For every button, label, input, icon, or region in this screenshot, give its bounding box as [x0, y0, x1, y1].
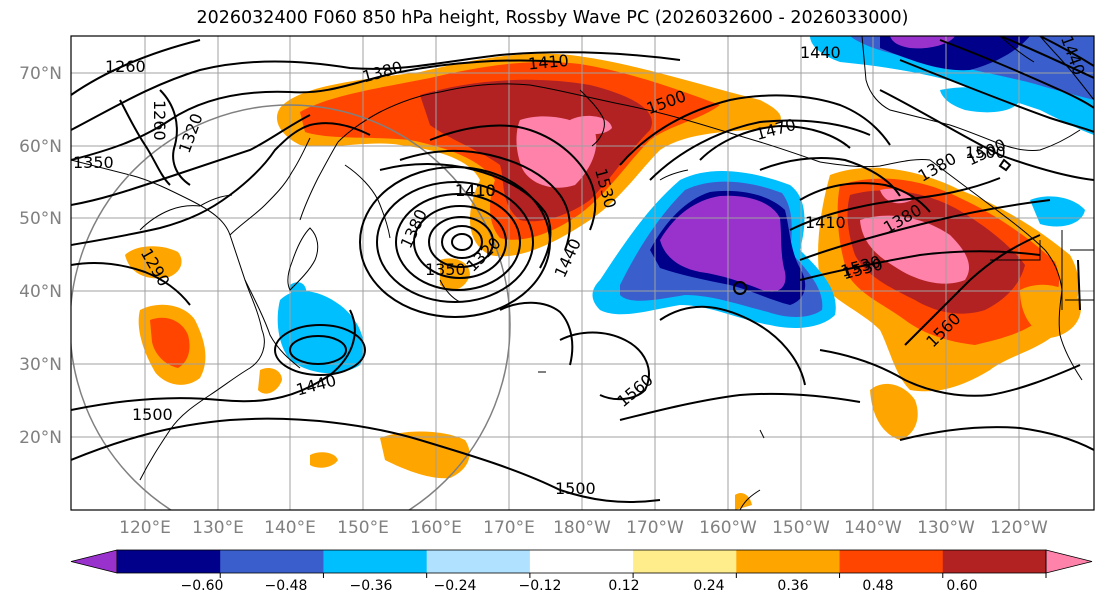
- lon-label: 160°W: [699, 518, 757, 538]
- lat-label: 60°N: [19, 137, 62, 157]
- colorbar-tick-label: −0.48: [265, 578, 308, 594]
- contour-label: 1560: [613, 370, 656, 411]
- contour-label: 1380: [915, 149, 960, 186]
- range-circle: [71, 104, 511, 510]
- lat-label: 50°N: [19, 209, 62, 229]
- coastlines: [71, 36, 1094, 510]
- contour-label: 1500: [132, 405, 173, 424]
- lat-label: 20°N: [19, 428, 62, 448]
- contour-label: 1410: [527, 51, 569, 73]
- contour-label: 1410: [455, 181, 496, 200]
- colorbar-swatch: [529, 550, 634, 573]
- contour-label: 1320: [175, 111, 207, 156]
- lon-label: 130°E: [192, 518, 244, 538]
- colorbar-tick-label: 0.12: [608, 578, 639, 594]
- lat-label: 30°N: [19, 355, 62, 375]
- contour-label: 1440: [800, 43, 841, 62]
- colorbar-swatch: [736, 550, 841, 573]
- negative-anomaly-shading: [277, 36, 1094, 374]
- contour-label: 1440: [550, 236, 584, 281]
- colorbar-tick-label: 0.24: [693, 578, 724, 594]
- contour-label: 1380: [397, 206, 431, 251]
- colorbar-tick-label: 0.60: [946, 578, 977, 594]
- colorbar-tick-label: −0.60: [181, 578, 224, 594]
- colorbar-swatch: [323, 550, 428, 573]
- contour-label: 1350: [73, 153, 114, 172]
- contour-label: 1260: [105, 57, 146, 76]
- contour-label: 1410: [455, 181, 496, 200]
- colorbar-swatch: [839, 550, 944, 573]
- colorbar-swatch: [70, 549, 118, 574]
- lon-label: 130°W: [917, 518, 975, 538]
- colorbar-swatch: [942, 550, 1047, 573]
- lat-label: 40°N: [19, 282, 62, 302]
- contour-label: 1350: [425, 260, 466, 279]
- colorbar-swatch: [117, 550, 221, 573]
- colorbar-swatch: [426, 550, 531, 573]
- contour-label: 1410: [455, 181, 496, 200]
- colorbar-tick-label: −0.36: [350, 578, 393, 594]
- colorbar-swatch: [1045, 549, 1093, 574]
- lon-label: 120°E: [119, 518, 171, 538]
- contour-label: 1500: [965, 143, 1006, 162]
- lon-label: 120°W: [990, 518, 1048, 538]
- longitude-axis: 120°E 130°E 140°E 150°E 160°E 170°E 180°…: [119, 518, 1048, 538]
- contour-label: 1440: [294, 371, 338, 400]
- colorbar-labels: −0.60 −0.48 −0.36 −0.24 −0.12 0.12 0.24 …: [181, 578, 978, 594]
- lon-label: 180°W: [553, 518, 611, 538]
- lon-label: 150°W: [772, 518, 830, 538]
- colorbar-frame: [116, 549, 1047, 574]
- lon-label: 150°E: [337, 518, 389, 538]
- lon-label: 140°W: [844, 518, 902, 538]
- lon-label: 170°E: [483, 518, 535, 538]
- lon-label: 170°W: [626, 518, 684, 538]
- colorbar-ticks: [219, 573, 1047, 578]
- lat-label: 70°N: [19, 64, 62, 84]
- colorbar-tick-label: −0.24: [434, 578, 477, 594]
- colorbar-swatch: [220, 550, 324, 573]
- colorbar-tick-label: 0.36: [777, 578, 808, 594]
- colorbar-swatch: [633, 550, 737, 573]
- contour-label: 1500: [555, 479, 596, 498]
- colorbar-tick-label: −0.12: [519, 578, 562, 594]
- contour-label: 1260: [150, 100, 169, 141]
- positive-anomaly-shading: [125, 53, 1081, 510]
- latitude-axis: 70°N 60°N 50°N 40°N 30°N 20°N: [19, 64, 62, 448]
- map-frame: [70, 35, 1095, 511]
- colorbar: −0.60 −0.48 −0.36 −0.24 −0.12 0.12 0.24 …: [70, 549, 1093, 594]
- contour-label: 1410: [805, 213, 846, 232]
- colorbar-swatches: [70, 549, 1093, 574]
- lon-label: 140°E: [264, 518, 316, 538]
- map-panel: 1260 1260 1290 1320 1350 1380 1410 1440 …: [71, 36, 1094, 510]
- height-contours: [71, 36, 1094, 503]
- colorbar-tick-label: 0.48: [862, 578, 893, 594]
- map-title: 2026032400 F060 850 hPa height, Rossby W…: [196, 8, 909, 28]
- lon-label: 160°E: [410, 518, 462, 538]
